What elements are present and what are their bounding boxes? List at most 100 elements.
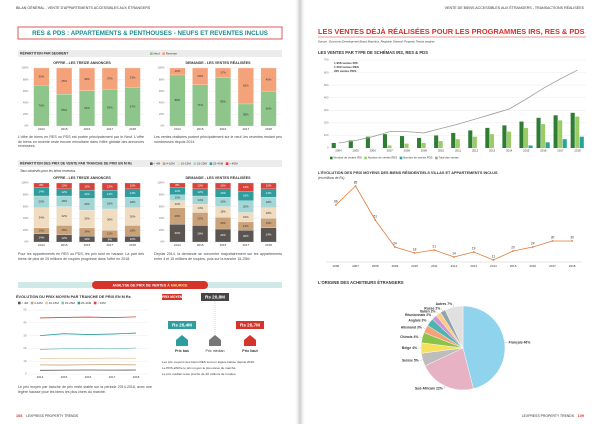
x-tick-label: 2007 [352,264,359,268]
paragraph: Pour les appartements en RES ou PDS, les… [18,252,144,261]
y-tick-label: 40 [23,321,27,325]
y-tick-label: 30 [23,333,27,337]
data-label: 12% [61,236,67,240]
bar-segment [192,182,209,190]
data-label: 14% [130,191,136,195]
data-point [512,250,514,252]
data-point [531,246,534,248]
annotation: 1 300 ventes RES [334,65,359,69]
slice-label: Autres 7% [436,302,453,306]
pie-slice [462,305,506,389]
x-tick-label: 2017 [106,243,113,247]
y-tick-label: 40% [23,216,29,220]
data-label: 8% [108,237,113,241]
legend-label: Nombre de ventes RES [368,156,398,160]
line-series [39,332,137,336]
slice-name: Sud-Africain [415,387,435,391]
legend-label: Revente [166,51,178,55]
y-tick-label: 20 [23,346,27,350]
data-label: 12% [175,189,181,193]
x-tick-label: 2005 [352,149,359,153]
y-tick-label: 100 [324,133,329,137]
data-label: 60% [266,106,272,110]
x-tick-label: 2014 [174,243,181,247]
price-bullet: Le prix médian reste proche de 20 millio… [162,372,236,376]
banner-main: ANALYSE DE PRIX DE VENTES [113,283,167,287]
page-fold [294,0,306,424]
bar-segment [101,182,118,191]
leader-line [441,308,443,312]
data-label: 30% [130,214,136,218]
legend-swatch [61,301,65,305]
slice-name: Russe [424,306,434,310]
bar [528,145,533,148]
data-label: 21 [433,244,437,248]
x-tick-label: 2004 [335,149,342,153]
data-label: 51 [373,214,377,218]
bar [485,127,490,148]
y-tick-label: 100% [21,181,29,185]
y-tick-label: 80% [159,77,165,81]
legend-label: Nombre de ventes IRS [333,156,361,160]
data-label: 17% [220,71,226,75]
price-label: Prix haut [242,349,258,353]
data-label: 10% [266,184,272,188]
data-label: 8% [39,183,44,187]
data-point [334,204,337,206]
x-tick-label: 2018 [265,127,272,131]
price-bullet: Les prix moyens des biens RES sont en lé… [162,360,255,364]
data-point [433,249,436,251]
x-tick-label: 2018 [265,243,272,247]
x-tick-label: 2017 [242,243,249,247]
slice-label: Chinois 4% [400,335,418,339]
bar [387,145,392,148]
data-label: 10% [130,237,136,241]
slice-value: 4% [414,335,419,339]
legend-label: 15-25M [65,301,76,305]
chart-title: OFFRE - LES TREIZE ANNONCES [53,61,111,65]
data-label: 10% [130,184,136,188]
price-low-box [168,321,196,329]
slice-label: Français 46% [509,340,531,344]
line-series [335,185,573,261]
data-label: 61% [84,106,90,110]
y-tick-label: 0% [160,240,165,244]
bar [541,124,546,148]
x-tick-label: 2015 [197,243,204,247]
house-icon [209,335,221,346]
footer-text: LEXPRESS PROPERTY TRENDS [26,414,79,418]
slice-value: 22% [436,387,443,391]
slice-value: 3% [417,325,422,329]
bar-segment [237,182,254,192]
price-tag: PRIX MOYEN [162,295,183,299]
y-tick-label: 600 [324,70,329,74]
data-label: 16% [61,228,67,232]
y-tick-label: 0 [327,146,329,150]
slice-name: Anglais [408,318,420,322]
y-tick-label: 20% [159,112,165,116]
data-label: 29% [197,74,203,78]
bar [331,142,336,148]
slice-label: Allemand 3% [401,325,422,329]
data-label: 63% [107,105,113,109]
x-tick-label: 2009 [392,264,399,268]
y-tick-label: 0 [25,372,27,376]
data-label: 16% [266,221,272,225]
x-tick-label: 2014 [38,127,45,131]
data-label: 14% [39,190,45,194]
y-tick-label: 0% [24,240,29,244]
legend-swatch [150,162,153,165]
y-tick-label: 0% [160,124,165,128]
section-note: Taux observés pour les biens revendus [20,169,76,173]
bar [536,117,541,148]
slice-value: 5% [414,358,419,362]
slice-name: Autres [436,302,447,306]
y-tick-label: 20% [23,112,29,116]
page-title: LES VENTES DÉJÀ RÉALISÉES POUR LES PROGR… [318,27,585,36]
line-series [338,69,578,144]
running-header: VENTE DE BIENS ACCESSIBLES AUX ÉTRANGERS… [445,5,585,10]
legend-label: 10-15M [49,301,60,305]
banner-pill [92,281,208,289]
slice-value: 2% [431,309,436,313]
